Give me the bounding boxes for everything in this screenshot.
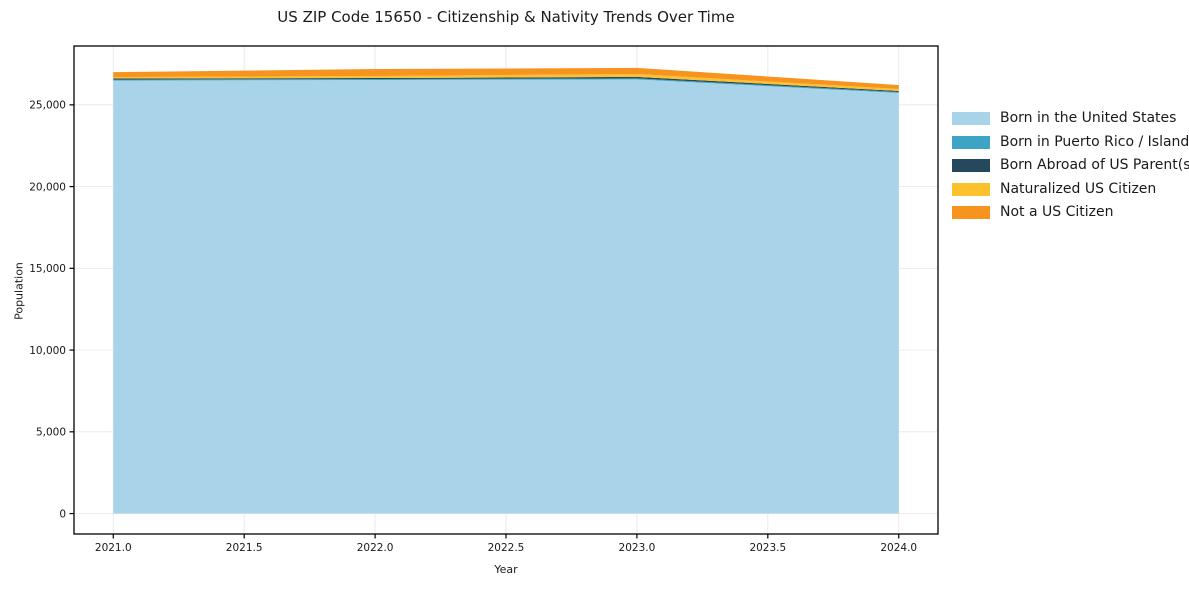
legend-item: Naturalized US Citizen <box>952 181 1189 198</box>
legend-item: Born in Puerto Rico / Islands <box>952 134 1189 151</box>
area-series-0 <box>113 79 899 514</box>
legend-item: Born in the United States <box>952 110 1189 127</box>
area-series-2 <box>113 76 899 92</box>
y-tick-label: 15,000 <box>29 263 66 275</box>
y-tick-label: 20,000 <box>29 181 66 193</box>
y-tick-label: 5,000 <box>36 427 66 439</box>
x-tick-label: 2023.5 <box>749 542 786 554</box>
legend-swatch <box>952 206 990 219</box>
legend-swatch <box>952 112 990 125</box>
x-tick-label: 2021.5 <box>226 542 263 554</box>
area-series-1 <box>113 78 899 93</box>
legend-label: Born in the United States <box>1000 110 1177 126</box>
legend-label: Not a US Citizen <box>1000 204 1114 220</box>
x-tick-label: 2023.0 <box>619 542 656 554</box>
x-axis-label: Year <box>494 563 518 576</box>
x-tick-label: 2022.0 <box>357 542 394 554</box>
legend: Born in the United States Born in Puerto … <box>952 110 1189 228</box>
legend-swatch <box>952 135 990 149</box>
x-tick-label: 2022.5 <box>488 542 525 554</box>
y-tick-label: 10,000 <box>29 345 66 357</box>
chart-title: US ZIP Code 15650 - Citizenship & Nativi… <box>277 8 735 26</box>
area-series-3 <box>113 73 899 91</box>
legend-label: Naturalized US Citizen <box>1000 180 1157 197</box>
legend-item: Born Abroad of US Parent(s) <box>952 157 1189 174</box>
y-tick-label: 0 <box>59 508 66 520</box>
y-axis-label: Population <box>12 262 26 320</box>
legend-swatch <box>952 182 990 196</box>
legend-item: Not a US Citizen <box>952 204 1189 221</box>
x-tick-label: 2024.0 <box>880 542 917 554</box>
area-series-4 <box>113 67 899 89</box>
legend-label: Born in Puerto Rico / Islands <box>1000 133 1189 150</box>
legend-label: Born Abroad of US Parent(s) <box>1000 157 1189 173</box>
legend-swatch <box>952 159 990 172</box>
x-tick-label: 2021.0 <box>95 542 132 554</box>
y-tick-label: 25,000 <box>29 100 66 112</box>
